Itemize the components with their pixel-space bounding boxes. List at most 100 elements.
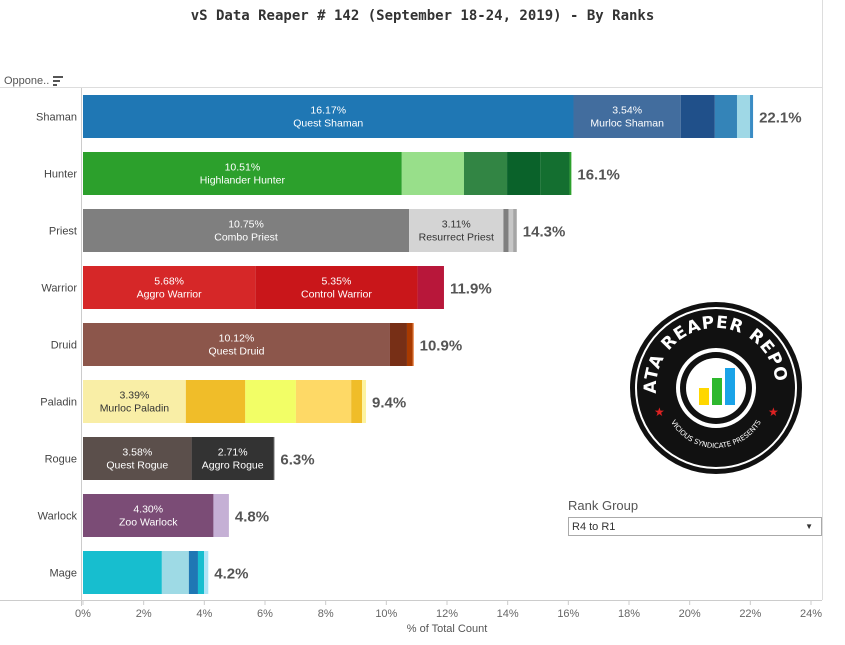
bar-segment bbox=[412, 323, 414, 366]
row-header-label: Oppone.. bbox=[4, 75, 50, 87]
chart-title: vS Data Reaper # 142 (September 18-24, 2… bbox=[190, 8, 655, 24]
category-label: Priest bbox=[49, 226, 77, 238]
x-tick-label: 2% bbox=[136, 608, 152, 620]
segment-name-label: Combo Priest bbox=[214, 232, 278, 244]
total-label: 4.2% bbox=[214, 566, 248, 583]
bar-segment bbox=[362, 380, 367, 423]
x-tick-label: 18% bbox=[618, 608, 640, 620]
bar-segment bbox=[736, 95, 751, 138]
bar-segment bbox=[680, 95, 715, 138]
bar-segment bbox=[83, 551, 162, 594]
bar-segment bbox=[409, 209, 504, 252]
x-tick-label: 22% bbox=[739, 608, 761, 620]
segment-value-label: 5.68% bbox=[154, 276, 184, 288]
total-label: 22.1% bbox=[759, 110, 802, 127]
bar-segment bbox=[83, 209, 410, 252]
bar-segment bbox=[245, 380, 296, 423]
x-tick-label: 8% bbox=[318, 608, 334, 620]
segment-value-label: 2.71% bbox=[218, 447, 248, 459]
bar-segment bbox=[255, 266, 418, 309]
segment-value-label: 10.75% bbox=[228, 219, 264, 231]
bar-segment bbox=[295, 380, 352, 423]
x-tick-label: 0% bbox=[75, 608, 91, 620]
x-tick-label: 4% bbox=[196, 608, 212, 620]
rank-group-dropdown[interactable]: R4 to R1 ▼ bbox=[568, 517, 822, 536]
rank-group-filter: Rank Group R4 to R1 ▼ bbox=[568, 498, 822, 536]
bar-segment bbox=[401, 152, 464, 195]
x-tick-label: 10% bbox=[375, 608, 397, 620]
segment-value-label: 5.35% bbox=[322, 276, 352, 288]
segment-name-label: Control Warrior bbox=[301, 289, 372, 301]
segment-name-label: Aggro Warrior bbox=[137, 289, 202, 301]
segment-name-label: Resurrect Priest bbox=[419, 232, 494, 244]
bar-segment bbox=[191, 437, 274, 480]
total-label: 11.9% bbox=[450, 281, 492, 298]
x-tick-label: 20% bbox=[679, 608, 701, 620]
x-axis-title: % of Total Count bbox=[407, 623, 488, 635]
bar-segment bbox=[213, 494, 229, 537]
x-tick-label: 12% bbox=[436, 608, 458, 620]
segment-name-label: Quest Rogue bbox=[106, 460, 168, 472]
segment-name-label: Murloc Shaman bbox=[590, 118, 664, 130]
x-tick-label: 16% bbox=[557, 608, 579, 620]
segment-name-label: Murloc Paladin bbox=[100, 403, 170, 415]
x-tick-label: 6% bbox=[257, 608, 273, 620]
svg-text:★: ★ bbox=[654, 405, 665, 419]
segment-name-label: Aggro Rogue bbox=[202, 460, 264, 472]
total-label: 16.1% bbox=[577, 167, 620, 184]
bar-segment bbox=[503, 209, 509, 252]
total-label: 9.4% bbox=[372, 395, 406, 412]
bar-segment bbox=[204, 551, 209, 594]
segment-value-label: 16.17% bbox=[310, 105, 346, 117]
bar-segment bbox=[513, 209, 517, 252]
segment-name-label: Highlander Hunter bbox=[200, 175, 286, 187]
bar-segment bbox=[406, 323, 413, 366]
category-label: Rogue bbox=[45, 454, 77, 466]
bar-segment bbox=[508, 209, 514, 252]
segment-name-label: Quest Druid bbox=[208, 346, 264, 358]
bar-segment bbox=[83, 266, 256, 309]
bar-segment bbox=[83, 323, 390, 366]
total-label: 4.8% bbox=[235, 509, 269, 526]
category-label: Paladin bbox=[40, 397, 77, 409]
segment-value-label: 3.54% bbox=[612, 105, 642, 117]
bar-segment bbox=[417, 266, 444, 309]
segment-value-label: 3.39% bbox=[120, 390, 150, 402]
bar-segment bbox=[161, 551, 189, 594]
svg-text:★: ★ bbox=[768, 405, 779, 419]
category-label: Druid bbox=[51, 340, 77, 352]
category-label: Hunter bbox=[44, 169, 77, 181]
bar-segment bbox=[389, 323, 407, 366]
category-label: Mage bbox=[49, 568, 77, 580]
sort-icon[interactable] bbox=[53, 76, 64, 86]
bar-segment bbox=[188, 551, 198, 594]
bar-segment bbox=[83, 494, 214, 537]
bar-segment bbox=[569, 152, 572, 195]
segment-value-label: 3.58% bbox=[122, 447, 152, 459]
bar-segment bbox=[540, 152, 570, 195]
bar-segment bbox=[351, 380, 363, 423]
chevron-down-icon: ▼ bbox=[805, 522, 813, 531]
x-tick-label: 14% bbox=[497, 608, 519, 620]
category-label: Shaman bbox=[36, 112, 77, 124]
segment-value-label: 3.11% bbox=[442, 219, 471, 231]
data-reaper-logo: DATA REAPER REPORT VICIOUS SYNDICATE PRE… bbox=[628, 300, 802, 474]
row-header: Oppone.. bbox=[4, 75, 64, 87]
category-label: Warrior bbox=[41, 283, 77, 295]
bar-segment bbox=[185, 380, 246, 423]
bar-segment bbox=[273, 437, 275, 480]
segment-value-label: 10.51% bbox=[225, 162, 261, 174]
bar-segment bbox=[750, 95, 754, 138]
segment-name-label: Quest Shaman bbox=[293, 118, 363, 130]
segment-value-label: 4.30% bbox=[133, 504, 163, 516]
bar-segment bbox=[83, 380, 186, 423]
bar-segment bbox=[83, 437, 192, 480]
bar-segment bbox=[714, 95, 737, 138]
bar-segment bbox=[507, 152, 541, 195]
segment-value-label: 10.12% bbox=[219, 333, 255, 345]
bar-segment bbox=[83, 152, 402, 195]
bar-segment bbox=[463, 152, 508, 195]
dropdown-value: R4 to R1 bbox=[572, 520, 616, 533]
bar-segment bbox=[83, 95, 574, 138]
